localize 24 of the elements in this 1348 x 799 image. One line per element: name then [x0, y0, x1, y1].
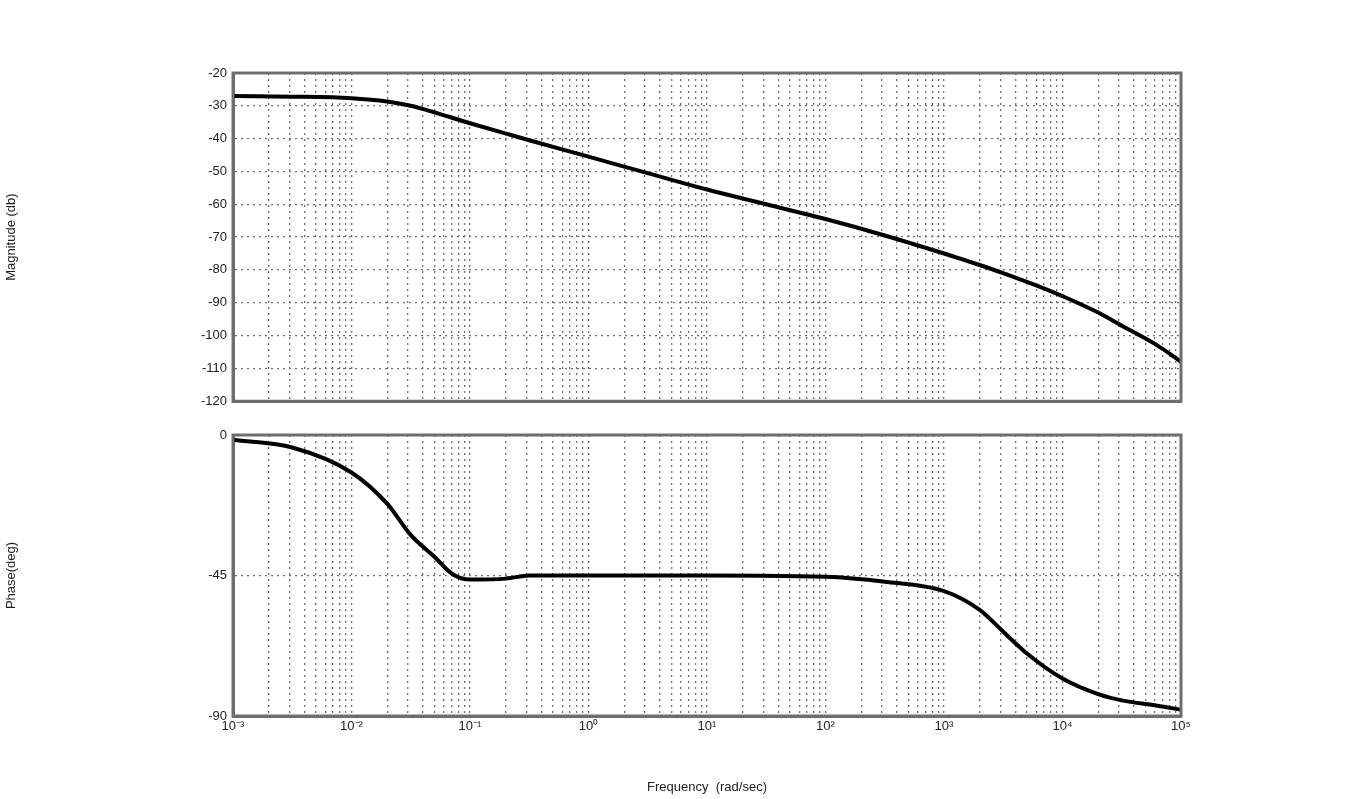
y-tick-label: 0: [219, 426, 227, 442]
y-tick-label: -110: [201, 359, 227, 375]
y-tick-label: -60: [208, 195, 227, 211]
y-axis-title: Magnitude (db): [3, 193, 19, 281]
y-tick-label: -70: [208, 228, 227, 244]
y-axis-title: Phase(deg): [3, 541, 19, 610]
x-tick-label: 10⁵: [1171, 718, 1191, 734]
x-tick-label: 10⁻¹: [458, 718, 483, 734]
x-tick-label: 10¹: [697, 718, 718, 734]
y-tick-label: -90: [208, 294, 227, 310]
y-tick-label: -80: [208, 261, 227, 277]
x-axis-title: Frequency (rad/sec): [647, 778, 767, 794]
y-tick-label: -120: [200, 392, 227, 408]
x-tick-label: 10³: [934, 718, 955, 734]
y-tick-label: -30: [208, 97, 227, 113]
x-tick-label: 10²: [816, 718, 836, 734]
x-tick-label: 10⁰: [578, 718, 599, 734]
y-tick-label: -20: [208, 64, 227, 80]
y-tick-label: -50: [208, 163, 227, 179]
y-tick-label: -45: [208, 567, 227, 583]
y-tick-label: -40: [208, 130, 227, 146]
x-tick-label: 10⁻²: [340, 718, 364, 734]
y-tick-label: -100: [200, 327, 227, 343]
x-tick-label: 10⁴: [1052, 718, 1073, 734]
